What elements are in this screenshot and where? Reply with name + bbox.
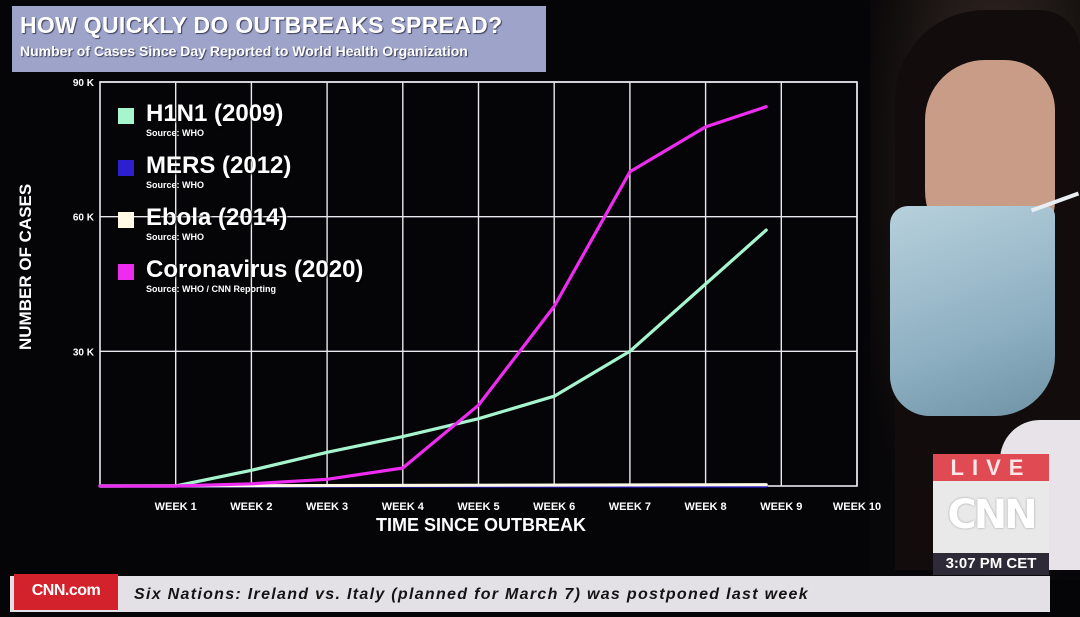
y-axis-title: NUMBER OF CASES	[16, 183, 35, 350]
face-mask	[890, 206, 1055, 416]
x-tick-label: WEEK 3	[306, 501, 348, 513]
x-tick-label: WEEK 5	[457, 501, 499, 513]
chart-title: HOW QUICKLY DO OUTBREAKS SPREAD?	[20, 12, 503, 38]
legend-source-coronavirus: Source: WHO / CNN Reporting	[146, 284, 276, 294]
live-bar	[933, 454, 1049, 481]
x-tick-label: WEEK 1	[155, 501, 197, 513]
y-tick-label: 60 K	[73, 213, 95, 224]
x-tick-label: WEEK 9	[760, 501, 802, 513]
cnn-logo: CNN	[947, 492, 1037, 538]
series-line-coronavirus-2020	[98, 105, 768, 488]
legend-swatch-mers	[118, 160, 134, 176]
ticker-text: Six Nations: Ireland vs. Italy (planned …	[134, 586, 809, 603]
legend-source-mers: Source: WHO	[146, 180, 205, 190]
news-ticker	[10, 576, 1050, 612]
legend-label-h1n1: H1N1 (2009)	[146, 100, 284, 127]
x-tick-label: WEEK 10	[833, 501, 881, 513]
series-line-h1n1-2009	[98, 228, 768, 488]
x-tick-label: WEEK 8	[685, 501, 727, 513]
clock-time: 3:07 PM CET	[945, 555, 1037, 572]
cnn-com-logo	[14, 574, 118, 610]
x-tick-label: WEEK 2	[230, 501, 272, 513]
legend-swatch-coronavirus	[118, 264, 134, 280]
chart-subtitle: Number of Cases Since Day Reported to Wo…	[20, 43, 468, 59]
x-tick-label: WEEK 7	[609, 501, 651, 513]
x-tick-label: WEEK 4	[382, 501, 425, 513]
legend-swatch-h1n1	[118, 108, 134, 124]
x-axis-title: TIME SINCE OUTBREAK	[376, 515, 587, 535]
live-label: LIVE	[950, 455, 1032, 480]
x-tick-label: WEEK 6	[533, 501, 575, 513]
legend-source-h1n1: Source: WHO	[146, 128, 205, 138]
legend-label-coronavirus: Coronavirus (2020)	[146, 256, 364, 283]
legend-source-ebola: Source: WHO	[146, 232, 205, 242]
y-tick-label: 30 K	[73, 347, 95, 358]
cnn-com-label: CNN.com	[31, 582, 101, 599]
y-tick-label: 90 K	[73, 78, 95, 89]
legend-swatch-ebola	[118, 212, 134, 228]
time-bar	[933, 553, 1049, 575]
title-panel: HOW QUICKLY DO OUTBREAKS SPREAD? Number …	[12, 6, 546, 72]
legend-label-mers: MERS (2012)	[146, 152, 292, 179]
legend-label-ebola: Ebola (2014)	[146, 204, 288, 231]
